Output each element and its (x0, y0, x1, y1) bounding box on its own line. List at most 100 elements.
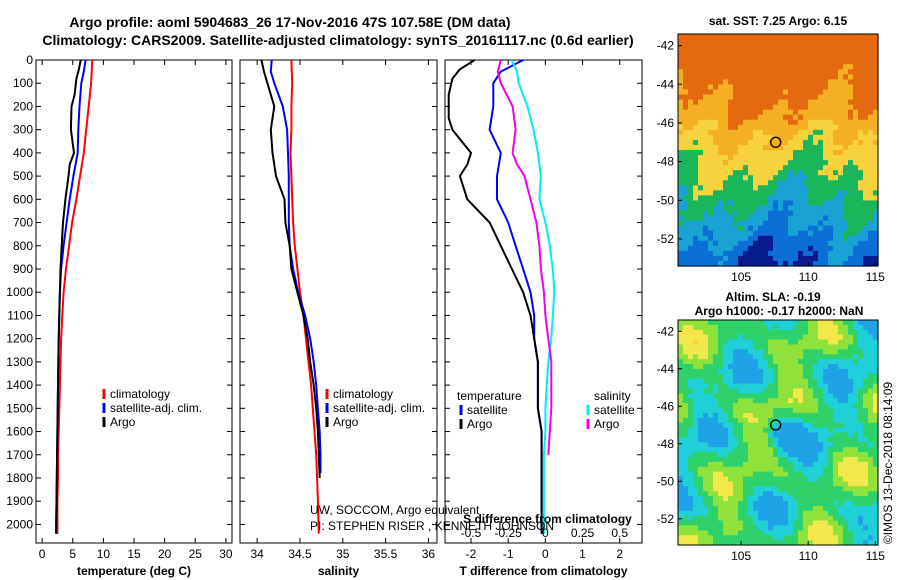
map-cell (773, 240, 779, 247)
map-cell (858, 398, 864, 404)
map-cell (743, 235, 749, 242)
map-cell (873, 84, 879, 91)
map-cell (813, 255, 819, 262)
map-cell (713, 422, 719, 429)
map-cell (793, 49, 799, 55)
map-cell (723, 109, 729, 116)
map-cell (808, 210, 814, 217)
map-cell (733, 190, 739, 196)
map-cell (833, 530, 839, 536)
map-cell (783, 320, 789, 326)
map-cell (748, 466, 754, 473)
map-cell (723, 442, 729, 448)
map-cell (728, 235, 734, 242)
map-cell (808, 373, 814, 380)
map-cell (783, 476, 789, 483)
map-cell (843, 408, 849, 414)
map-cell (728, 129, 734, 136)
map-cell (733, 427, 739, 434)
map-cell (703, 230, 709, 237)
map-cell (813, 144, 819, 151)
map-cell (693, 260, 699, 267)
map-cell (848, 403, 854, 409)
map-cell (743, 422, 749, 429)
map-cell (793, 69, 799, 75)
map-cell (843, 129, 849, 136)
map-cell (818, 408, 824, 414)
map-cell (738, 99, 744, 106)
map-cell (863, 476, 869, 483)
map-cell (738, 383, 744, 390)
map-cell (693, 104, 699, 111)
map-cell (758, 59, 764, 65)
map-cell (818, 139, 824, 146)
map-cell (808, 165, 814, 171)
map-cell (738, 417, 744, 424)
map-cell (843, 195, 849, 202)
map-cell (703, 175, 709, 181)
map-cell (733, 200, 739, 207)
map-cell (853, 180, 859, 186)
map-cell (698, 230, 704, 237)
map-cell (793, 170, 799, 176)
map-cell (853, 373, 859, 380)
map-cell (728, 481, 734, 487)
map-cell (813, 354, 819, 360)
map-cell (833, 240, 839, 247)
map-cell (698, 354, 704, 360)
map-cell (833, 510, 839, 517)
map-cell (788, 89, 794, 96)
map-cell (803, 515, 809, 522)
map-cell (823, 255, 829, 262)
map-cell (793, 368, 799, 375)
map-cell (758, 452, 764, 458)
map-cell (768, 535, 774, 541)
map-cell (868, 74, 874, 80)
map-cell (688, 220, 694, 227)
map-cell (758, 54, 764, 60)
map-cell (688, 442, 694, 448)
map-cell (713, 245, 719, 252)
map-cell (688, 240, 694, 247)
map-cell (763, 320, 769, 326)
map-cell (683, 64, 689, 70)
map-cell (743, 471, 749, 478)
map-cell (828, 520, 834, 527)
map-cell (788, 200, 794, 207)
map-cell (763, 49, 769, 55)
map-cell (843, 175, 849, 181)
map-cell (868, 54, 874, 60)
map-cell (768, 388, 774, 394)
map-cell (718, 160, 724, 166)
map-cell (738, 139, 744, 146)
map-cell (868, 155, 874, 161)
map-cell (768, 412, 774, 419)
map-cell (818, 437, 824, 443)
map-cell (683, 412, 689, 419)
map-cell (683, 515, 689, 522)
map-cell (678, 34, 684, 40)
map-cell (748, 481, 754, 487)
map-cell (708, 398, 714, 404)
map-cell (823, 383, 829, 390)
map-cell (863, 255, 869, 262)
map-cell (698, 205, 704, 212)
map-cell (858, 144, 864, 151)
map-cell (783, 417, 789, 424)
map-cell (783, 119, 789, 126)
map-cell (723, 320, 729, 326)
map-cell (833, 427, 839, 434)
map-cell (853, 461, 859, 468)
map-cell (683, 84, 689, 91)
map-cell (748, 447, 754, 453)
map-cell (818, 388, 824, 394)
map-cell (733, 354, 739, 360)
map-cell (703, 84, 709, 91)
map-cell (818, 393, 824, 399)
map-cell (743, 250, 749, 257)
map-cell (773, 383, 779, 390)
map-cell (798, 230, 804, 237)
map-cell (698, 255, 704, 262)
map-cell (748, 139, 754, 146)
map-cell (833, 364, 839, 370)
